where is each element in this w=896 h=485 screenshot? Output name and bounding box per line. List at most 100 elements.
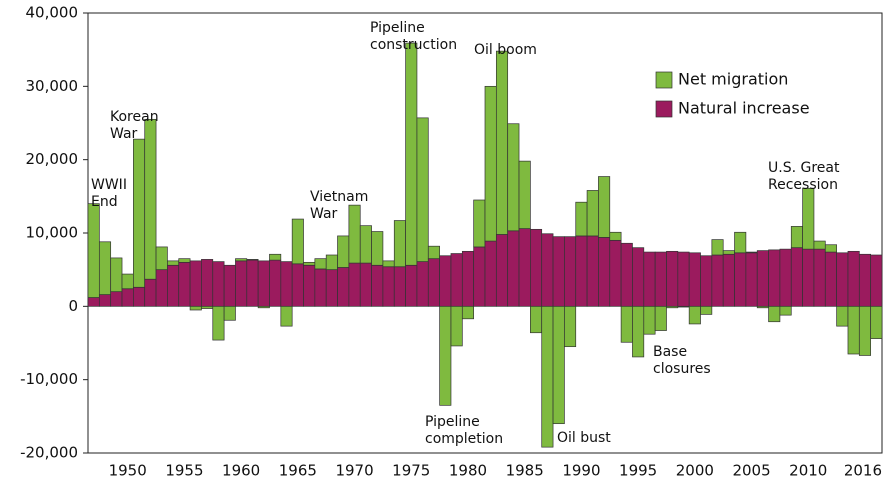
legend-swatch xyxy=(655,100,673,118)
bar-segment xyxy=(779,248,792,307)
bar-segment xyxy=(121,288,134,307)
bar-segment xyxy=(280,305,293,327)
x-tick-label: 2010 xyxy=(789,462,827,480)
bar-segment xyxy=(201,305,214,309)
bar-segment xyxy=(847,305,860,355)
bar-segment xyxy=(337,235,350,268)
bar-segment xyxy=(734,231,747,254)
bar-segment xyxy=(700,255,713,307)
bar-segment xyxy=(246,259,259,307)
bar-segment xyxy=(654,305,667,331)
x-tick-label: 1970 xyxy=(335,462,373,480)
bar-segment xyxy=(348,262,361,307)
bar-segment xyxy=(575,201,588,237)
bar-segment xyxy=(609,239,622,307)
bar-segment xyxy=(348,204,361,264)
bar-segment xyxy=(734,252,747,307)
bar-segment xyxy=(779,305,792,316)
bar-segment xyxy=(155,246,168,271)
x-tick-label: 2005 xyxy=(732,462,770,480)
y-tick-label: -10,000 xyxy=(20,370,78,388)
bar-segment xyxy=(824,244,837,253)
bar-segment xyxy=(495,234,509,307)
annotation: completion xyxy=(425,431,503,447)
y-tick-label: -20,000 xyxy=(20,444,78,462)
bar-segment xyxy=(541,305,554,448)
bar-segment xyxy=(291,263,304,307)
bar-segment xyxy=(756,305,769,309)
bar-segment xyxy=(473,246,486,307)
legend-swatch xyxy=(655,71,673,89)
bar-segment xyxy=(575,235,588,307)
bar-segment xyxy=(167,264,180,307)
bar-segment xyxy=(802,248,815,307)
bar-segment xyxy=(598,237,611,307)
bar-segment xyxy=(722,253,735,307)
bar-segment xyxy=(700,305,713,315)
bar-segment xyxy=(439,255,452,307)
bar-segment xyxy=(223,264,236,307)
annotation: Recession xyxy=(768,177,838,193)
y-tick-label: 20,000 xyxy=(26,150,79,168)
bar-segment xyxy=(790,247,803,307)
bar-segment xyxy=(858,305,872,356)
bar-segment xyxy=(790,226,803,249)
bar-segment xyxy=(586,190,599,237)
x-tick-label: 1975 xyxy=(392,462,430,480)
bar-segment xyxy=(722,250,735,255)
bar-segment xyxy=(564,236,577,307)
bar-segment xyxy=(87,297,100,307)
bar-segment xyxy=(666,305,679,309)
bar-segment xyxy=(269,259,282,307)
bar-segment xyxy=(405,264,418,307)
bar-segment xyxy=(847,250,860,307)
bar-segment xyxy=(291,218,304,265)
bar-segment xyxy=(337,267,350,307)
annotation: U.S. Great xyxy=(768,160,840,176)
bar-segment xyxy=(688,252,701,307)
bar-segment xyxy=(178,258,191,263)
bar-segment xyxy=(836,305,849,327)
bar-segment xyxy=(280,261,293,307)
bar-segment xyxy=(212,305,225,341)
bar-segment xyxy=(121,273,134,290)
bar-segment xyxy=(98,294,112,307)
bar-segment xyxy=(439,305,452,406)
bar-segment xyxy=(133,138,146,288)
bar-segment xyxy=(201,259,214,307)
bar-segment xyxy=(484,85,497,242)
bar-segment xyxy=(518,160,531,229)
bar-segment xyxy=(144,118,157,280)
bar-segment xyxy=(144,278,157,307)
bar-segment xyxy=(643,251,656,307)
x-tick-label: 1995 xyxy=(619,462,657,480)
bar-segment xyxy=(711,239,724,256)
bar-segment xyxy=(246,259,259,261)
bar-segment xyxy=(371,264,384,307)
annotation: Pipeline xyxy=(370,20,425,36)
bar-segment xyxy=(450,305,463,347)
bar-segment xyxy=(745,251,758,254)
x-tick-label: 1985 xyxy=(506,462,544,480)
bar-segment xyxy=(461,305,475,320)
bar-segment xyxy=(133,286,146,307)
bar-segment xyxy=(677,251,690,307)
bar-segment xyxy=(427,258,440,307)
bar-segment xyxy=(269,253,282,261)
y-tick-label: 30,000 xyxy=(26,77,79,95)
bar-segment xyxy=(824,251,837,307)
bar-segment xyxy=(586,235,599,307)
bar-segment xyxy=(745,252,758,307)
x-tick-label: 1955 xyxy=(165,462,203,480)
annotation: Korean xyxy=(110,109,159,125)
bar-segment xyxy=(359,225,372,264)
bar-segment xyxy=(507,230,520,307)
bar-segment xyxy=(518,228,531,307)
bar-segment xyxy=(632,247,645,307)
bar-segment xyxy=(598,176,611,238)
bar-segment xyxy=(836,252,849,307)
bar-segment xyxy=(620,242,633,307)
bar-segment xyxy=(632,305,645,358)
bar-segment xyxy=(257,305,270,309)
x-tick-label: 2000 xyxy=(676,462,714,480)
